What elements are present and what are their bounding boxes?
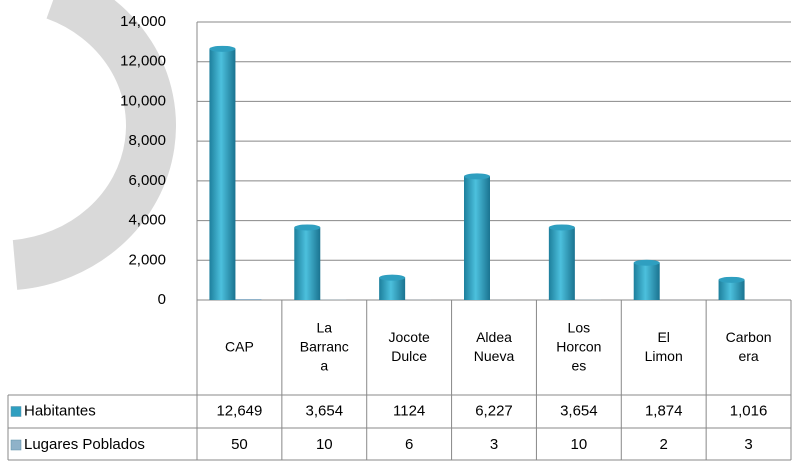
- legend-label: Lugares Poblados: [24, 436, 145, 453]
- bar-top: [548, 224, 575, 231]
- table-value: 1,874: [645, 402, 683, 419]
- table-value: 1,016: [730, 402, 768, 419]
- table-value: 3: [490, 436, 498, 453]
- legend-marker: [10, 406, 22, 417]
- bar: [548, 227, 575, 300]
- table-value: 10: [571, 436, 588, 453]
- table-value: 50: [231, 436, 248, 453]
- y-tick-label: 12,000: [120, 53, 166, 70]
- y-tick-label: 8,000: [128, 132, 166, 149]
- x-tick-label: Los Horcones: [556, 319, 602, 374]
- x-tick-label: CAP: [225, 338, 254, 355]
- y-tick-label: 4,000: [128, 212, 166, 229]
- y-tick-label: 0: [158, 291, 166, 308]
- table-value: 12,649: [216, 402, 262, 419]
- bar: [718, 279, 745, 300]
- y-tick-label: 6,000: [128, 172, 166, 189]
- bar-top: [294, 224, 321, 231]
- bar-top: [379, 274, 406, 281]
- x-tick-label: Carbonera: [725, 329, 772, 364]
- y-tick-label: 2,000: [128, 251, 166, 268]
- bar: [235, 299, 262, 300]
- bar-top: [464, 173, 490, 180]
- bar: [294, 227, 321, 300]
- x-tick-label: El Limon: [644, 329, 683, 364]
- legend-label: Habitantes: [24, 402, 96, 419]
- bar: [464, 176, 490, 300]
- x-tick-label: La Barranca: [299, 319, 349, 374]
- table-value: 3,654: [306, 402, 344, 419]
- y-tick-label: 14,000: [120, 13, 166, 30]
- table-value: 3: [744, 436, 752, 453]
- bar-top: [633, 259, 660, 266]
- bar: [209, 48, 236, 301]
- bar-top: [718, 276, 745, 283]
- legend-marker: [10, 439, 22, 451]
- table-value: 6: [405, 436, 413, 453]
- table-value: 6,227: [475, 402, 513, 419]
- bar: [379, 277, 406, 300]
- y-tick-label: 10,000: [120, 92, 166, 109]
- bar: [633, 262, 660, 300]
- bar-top: [209, 45, 236, 52]
- decorative-arc: [12, 0, 176, 290]
- x-tick-label: Jocote Dulce: [388, 329, 430, 364]
- x-tick-label: Aldea Nueva: [473, 329, 515, 364]
- table-value: 2: [660, 436, 668, 453]
- table-value: 1124: [393, 402, 425, 419]
- table-value: 3,654: [560, 402, 598, 419]
- table-value: 10: [316, 436, 333, 453]
